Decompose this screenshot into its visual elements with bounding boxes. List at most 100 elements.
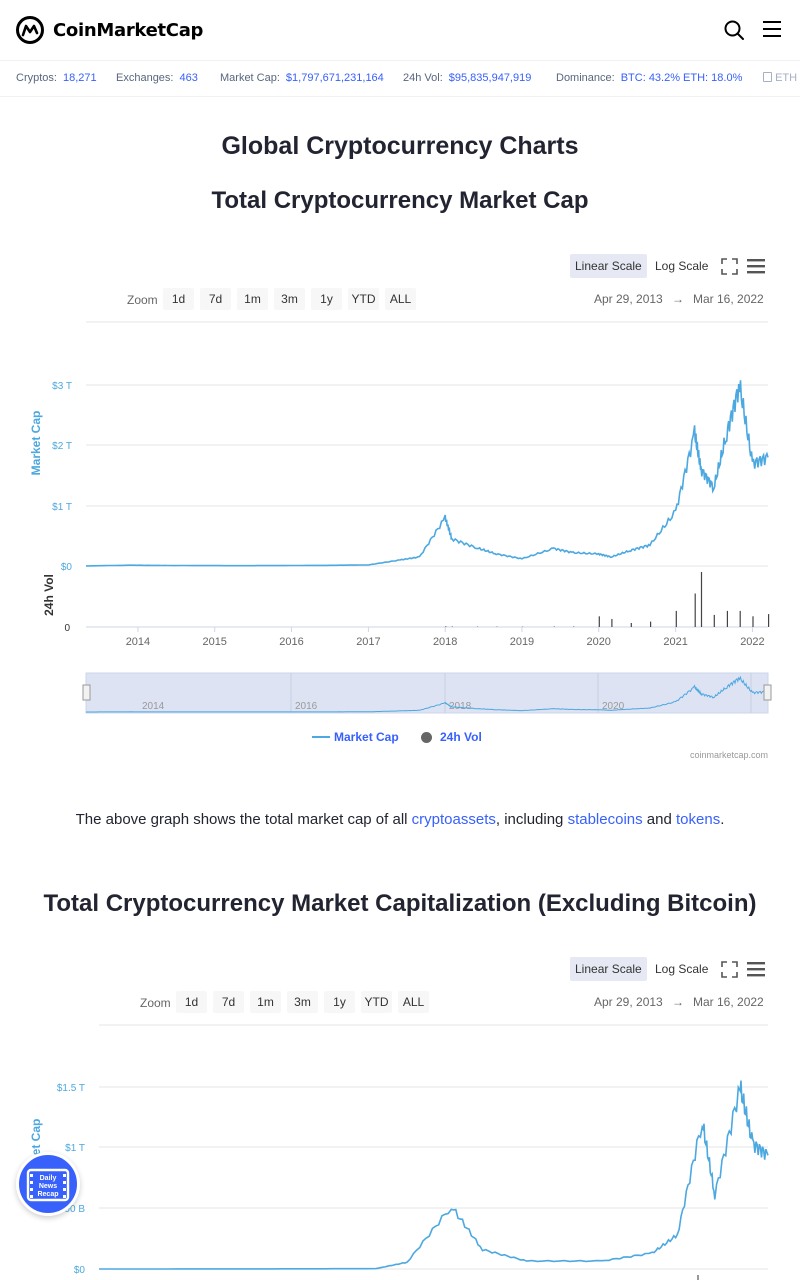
x-tick-label: 2022 <box>740 636 764 648</box>
stat-label: ETH <box>775 72 798 84</box>
log-scale-button[interactable]: Log Scale <box>655 259 709 273</box>
x-tick-label: 2018 <box>433 636 457 648</box>
vol-bar <box>675 610 677 627</box>
linear-scale-button[interactable]: Linear Scale <box>570 957 647 981</box>
text-fragment: The above graph shows the total market c… <box>75 811 412 828</box>
vol-bar <box>768 614 770 627</box>
vol-bar <box>573 626 575 627</box>
link-stablecoins[interactable]: stablecoins <box>567 811 643 828</box>
logo[interactable]: CoinMarketCap <box>15 15 203 45</box>
zoom-1d-button[interactable]: 1d <box>176 991 207 1013</box>
stat-label: Market Cap: <box>220 72 280 84</box>
zoom-1d-button[interactable]: 1d <box>163 288 194 310</box>
navigator-tick-label: 2014 <box>142 701 165 712</box>
zoom-ytd-button[interactable]: YTD <box>361 991 392 1013</box>
stat-cryptos[interactable]: Cryptos: 18,271 <box>16 72 97 84</box>
x-tick-label: 2015 <box>202 636 226 648</box>
site-header: CoinMarketCap <box>0 0 800 61</box>
x-tick-label: 2017 <box>356 636 380 648</box>
range-from-date[interactable]: Apr 29, 2013 <box>594 995 663 1009</box>
recap-text: News <box>39 1183 57 1190</box>
text-fragment: , including <box>495 811 568 828</box>
zoom-1y-button[interactable]: 1y <box>311 288 342 310</box>
range-to-date[interactable]: Mar 16, 2022 <box>693 995 764 1009</box>
zoom-1m-button[interactable]: 1m <box>250 991 281 1013</box>
stat-eth-gas[interactable]: ETH <box>763 72 797 84</box>
stat-24h-vol[interactable]: 24h Vol: $95,835,947,919 <box>403 72 531 84</box>
navigator-tick-label: 2018 <box>449 701 472 712</box>
link-tokens[interactable]: tokens <box>676 811 721 828</box>
navigator-handle-left[interactable] <box>82 684 91 701</box>
vol-tick-label: 0 <box>64 623 70 634</box>
altcoin-market-cap-chart: Linear Scale Log Scale Zoom 1d 7d 1m 3m … <box>0 953 800 1280</box>
range-to-date[interactable]: Mar 16, 2022 <box>693 292 764 306</box>
chart-credit[interactable]: coinmarketcap.com <box>690 750 769 760</box>
zoom-label: Zoom <box>140 996 171 1010</box>
stat-value: $95,835,947,919 <box>448 72 532 84</box>
vol-bar <box>611 619 613 627</box>
stat-dominance[interactable]: Dominance: BTC: 43.2% ETH: 18.0% <box>556 72 742 84</box>
link-cryptoassets[interactable]: cryptoassets <box>411 811 496 828</box>
vol-bar <box>694 593 696 627</box>
stat-value: 463 <box>179 72 198 84</box>
x-tick-label: 2016 <box>279 636 303 648</box>
legend-24h-vol[interactable]: 24h Vol <box>421 730 482 744</box>
chart-menu-icon[interactable] <box>745 959 767 979</box>
vol-bar <box>650 621 652 627</box>
hamburger-menu-icon[interactable] <box>761 18 783 40</box>
legend-market-cap[interactable]: Market Cap <box>312 730 399 744</box>
market-cap-series-line <box>86 380 769 567</box>
zoom-7d-button[interactable]: 7d <box>213 991 244 1013</box>
zoom-3m-button[interactable]: 3m <box>287 991 318 1013</box>
zoom-all-button[interactable]: ALL <box>398 991 429 1013</box>
navigator-tick-label: 2020 <box>602 701 625 712</box>
daily-news-recap-button[interactable]: Daily News Recap <box>16 1152 80 1216</box>
vol-bar <box>445 626 447 627</box>
zoom-ytd-button[interactable]: YTD <box>348 288 379 310</box>
y-tick-label: $2 T <box>52 441 72 452</box>
navigator-handle-right[interactable] <box>763 684 772 701</box>
news-recap-icon: Daily News Recap <box>26 1168 70 1202</box>
fullscreen-icon[interactable] <box>721 258 738 275</box>
stat-exchanges[interactable]: Exchanges: 463 <box>116 72 198 84</box>
legend-label: Market Cap <box>334 730 399 744</box>
range-from-date[interactable]: Apr 29, 2013 <box>594 292 663 306</box>
vol-bar <box>451 626 453 627</box>
brand-name: CoinMarketCap <box>53 19 204 41</box>
chart1-heading: Total Cryptocurrency Market Cap <box>211 187 589 214</box>
search-icon[interactable] <box>722 18 746 42</box>
zoom-1y-button[interactable]: 1y <box>324 991 355 1013</box>
vol-bar <box>553 626 555 627</box>
vol-bar <box>713 614 715 627</box>
chart2-heading: Total Cryptocurrency Market Capitalizati… <box>43 890 757 917</box>
x-tick-label: 2021 <box>663 636 687 648</box>
vol-axis-title: 24h Vol <box>42 574 56 616</box>
x-tick-label: 2014 <box>126 636 150 648</box>
stat-label: Cryptos: <box>16 72 57 84</box>
zoom-label: Zoom <box>127 293 158 307</box>
chart-description: The above graph shows the total market c… <box>0 811 800 828</box>
stat-value: $1,797,671,231,164 <box>285 72 384 84</box>
global-stats-bar: Cryptos: 18,271 Exchanges: 463 Market Cap:… <box>0 61 800 97</box>
legend-label: 24h Vol <box>440 730 482 744</box>
stat-label: Exchanges: <box>116 72 174 84</box>
stat-market-cap[interactable]: Market Cap: $1,797,671,231,164 <box>220 72 384 84</box>
vol-bar <box>598 616 600 627</box>
zoom-1m-button[interactable]: 1m <box>237 288 268 310</box>
vol-bar <box>726 610 728 627</box>
zoom-7d-button[interactable]: 7d <box>200 288 231 310</box>
navigator-series-line <box>86 675 769 713</box>
recap-text: Recap <box>37 1191 58 1198</box>
fullscreen-icon[interactable] <box>721 961 738 978</box>
zoom-all-button[interactable]: ALL <box>385 288 416 310</box>
log-scale-button[interactable]: Log Scale <box>655 962 709 976</box>
coinmarketcap-logo-icon <box>16 16 44 44</box>
linear-scale-button[interactable]: Linear Scale <box>570 254 647 278</box>
navigator-range[interactable] <box>85 672 769 714</box>
legend-dot-swatch <box>421 731 432 743</box>
chart-menu-icon[interactable] <box>745 256 767 276</box>
x-tick-label: 2019 <box>510 636 534 648</box>
chart1-plot: $3 T $2 T $1 T $0 0 Market Cap 24h Vol 2… <box>29 321 772 714</box>
vol-bar <box>700 572 703 627</box>
zoom-3m-button[interactable]: 3m <box>274 288 305 310</box>
